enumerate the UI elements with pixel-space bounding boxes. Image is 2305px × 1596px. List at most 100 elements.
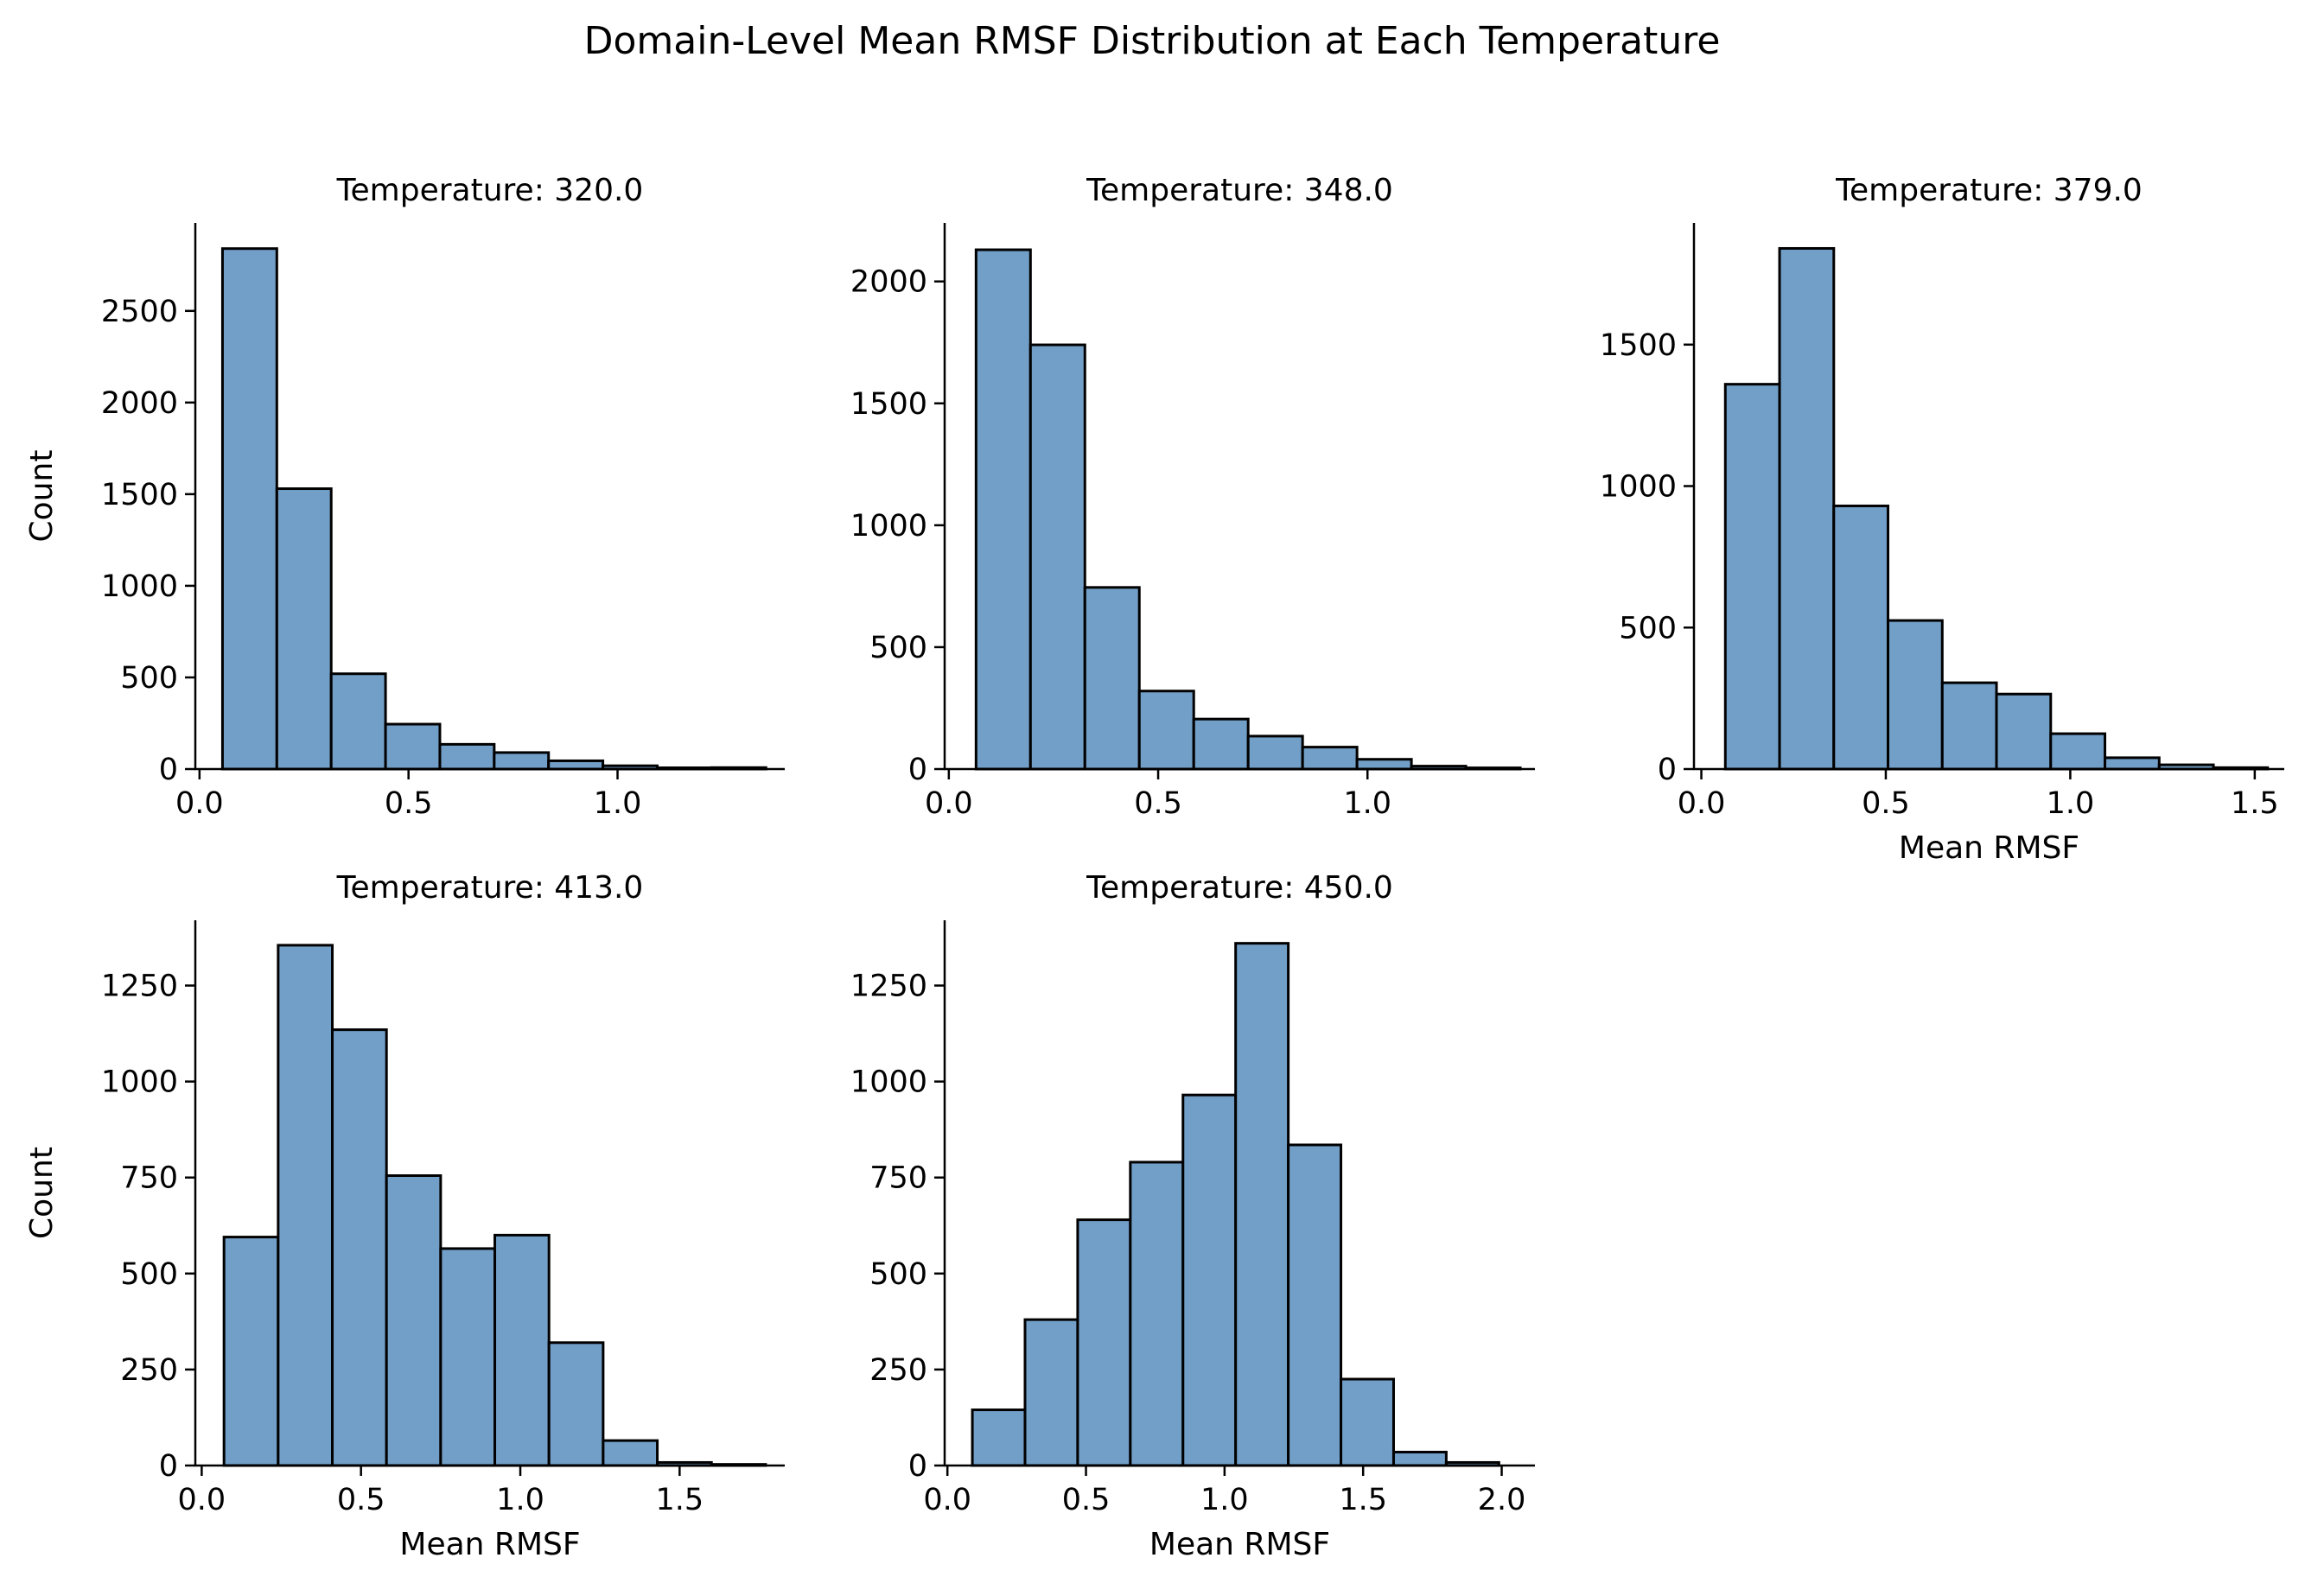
- histogram-bar: [1723, 383, 1781, 771]
- x-tick-label: 1.0: [594, 786, 642, 821]
- histogram-panel-5: 0.0 0.5 1.0 1.5 2.0 0 250 500 750 1000 1250 Tempera…: [850, 870, 1535, 1562]
- histogram-bar: [2104, 756, 2161, 771]
- y-tick-label: 0: [159, 1449, 178, 1484]
- histogram-bar: [1023, 1318, 1079, 1467]
- y-tick-label: 1000: [850, 1065, 927, 1100]
- histogram-bar: [384, 722, 442, 771]
- histogram-bar: [1301, 746, 1359, 771]
- x-tick-label: 0.5: [1134, 786, 1182, 821]
- y-tick-label: 1500: [850, 387, 927, 422]
- y-tick-label: 1500: [1600, 328, 1677, 363]
- histogram-bar: [974, 248, 1032, 771]
- y-tick-label: 250: [869, 1353, 927, 1388]
- histogram-bar: [1181, 1093, 1238, 1467]
- x-axis-label: Mean RMSF: [399, 1527, 580, 1562]
- y-tick-label: 500: [120, 661, 178, 696]
- histogram-bar: [277, 944, 334, 1467]
- histogram-bar: [385, 1174, 443, 1467]
- histogram-bar: [329, 672, 387, 771]
- y-tick-label: 1500: [101, 478, 178, 512]
- histogram-bar: [1137, 690, 1195, 771]
- x-tick-label: 0.5: [1862, 786, 1910, 821]
- x-tick-label: 1.5: [2231, 786, 2279, 821]
- x-tick-label: 1.0: [1200, 1483, 1249, 1517]
- panel-title: Temperature: 379.0: [1835, 173, 2143, 208]
- y-tick-label: 1250: [101, 970, 178, 1004]
- y-tick-label: 2000: [101, 386, 178, 421]
- histogram-bar: [1832, 504, 1890, 771]
- histogram-bar: [1076, 1218, 1132, 1467]
- histogram-panel-1: 0.0 0.5 1.0 0 500 1000 1500 2000 2500 Temperature…: [24, 173, 785, 821]
- histogram-bar: [1129, 1160, 1185, 1467]
- histogram-bar: [493, 1233, 551, 1467]
- y-tick-label: 2000: [850, 265, 927, 300]
- histogram-bar: [1887, 619, 1944, 771]
- histogram-bar: [220, 247, 278, 771]
- histogram-bar: [439, 1247, 497, 1467]
- histogram-panel-2: 0.0 0.5 1.0 0 500 1000 1500 2000 Temperature: 34…: [850, 173, 1535, 821]
- histogram-bar: [1355, 758, 1413, 771]
- y-tick-label: 500: [120, 1257, 178, 1292]
- y-tick-label: 750: [120, 1161, 178, 1196]
- histogram-bar: [1940, 681, 1998, 771]
- histogram-bar: [438, 742, 496, 771]
- histogram-bar: [1340, 1377, 1395, 1467]
- histogram-bar: [1995, 692, 2053, 771]
- x-tick-label: 0.0: [175, 786, 224, 821]
- histogram-bar: [1234, 942, 1290, 1467]
- y-tick-label: 500: [869, 1257, 927, 1292]
- histogram-bar: [547, 1341, 605, 1467]
- y-tick-label: 1000: [101, 1065, 178, 1100]
- y-tick-label: 1000: [101, 569, 178, 604]
- histogram-bar: [1246, 734, 1304, 771]
- histogram-bar: [1391, 1450, 1448, 1467]
- x-tick-label: 0.0: [925, 786, 973, 821]
- x-tick-label: 0.0: [1678, 786, 1726, 821]
- x-tick-label: 0.0: [178, 1483, 226, 1517]
- y-axis-label: Count: [24, 1147, 60, 1239]
- histogram-bar: [1192, 717, 1250, 771]
- y-tick-label: 1000: [1600, 470, 1677, 505]
- y-tick-label: 500: [1619, 611, 1677, 645]
- histogram-bar: [547, 759, 605, 771]
- figure-title: Domain-Level Mean RMSF Distribution at E…: [584, 19, 1721, 63]
- x-tick-label: 2.0: [1478, 1483, 1526, 1517]
- y-tick-label: 0: [908, 753, 927, 787]
- x-tick-label: 0.5: [385, 786, 433, 821]
- panel-title: Temperature: 348.0: [1086, 173, 1393, 208]
- histogram-bar: [222, 1236, 280, 1467]
- panel-title: Temperature: 450.0: [1086, 870, 1393, 906]
- x-tick-label: 0.0: [923, 1483, 971, 1517]
- x-axis-label: Mean RMSF: [1899, 830, 2079, 866]
- histogram-bar: [1778, 246, 1836, 771]
- panel-title: Temperature: 413.0: [336, 870, 644, 906]
- y-tick-label: 750: [869, 1161, 927, 1196]
- x-axis-label: Mean RMSF: [1149, 1527, 1330, 1562]
- histogram-bar: [1287, 1143, 1343, 1467]
- histogram-bar: [971, 1408, 1027, 1467]
- histogram-bar: [1028, 343, 1086, 771]
- y-tick-label: 1250: [850, 970, 927, 1004]
- histogram-panel-4: 0.0 0.5 1.0 1.5 0 250 500 750 1000 1250 Temperatur…: [24, 870, 785, 1562]
- y-axis-label: Count: [24, 450, 60, 543]
- x-tick-label: 1.5: [656, 1483, 704, 1517]
- histogram-bar: [275, 487, 333, 771]
- y-tick-label: 1000: [850, 509, 927, 544]
- y-tick-label: 0: [159, 753, 178, 787]
- x-tick-label: 1.0: [1343, 786, 1391, 821]
- y-tick-label: 2500: [101, 295, 178, 329]
- panel-title: Temperature: 320.0: [336, 173, 644, 208]
- y-tick-label: 0: [908, 1449, 927, 1484]
- histogram-bar: [493, 751, 551, 771]
- histogram-bar: [602, 1439, 659, 1467]
- x-tick-label: 1.0: [496, 1483, 544, 1517]
- histogram-bar: [1083, 586, 1141, 771]
- x-tick-label: 1.0: [2047, 786, 2095, 821]
- histogram-bar: [2049, 732, 2107, 771]
- x-tick-label: 1.5: [1339, 1483, 1387, 1517]
- histogram-bar: [331, 1028, 388, 1467]
- y-tick-label: 0: [1658, 753, 1677, 787]
- histogram-panel-3: 0.0 0.5 1.0 1.5 0 500 1000 1500 Temperature: 379…: [1600, 173, 2284, 866]
- x-tick-label: 0.5: [337, 1483, 385, 1517]
